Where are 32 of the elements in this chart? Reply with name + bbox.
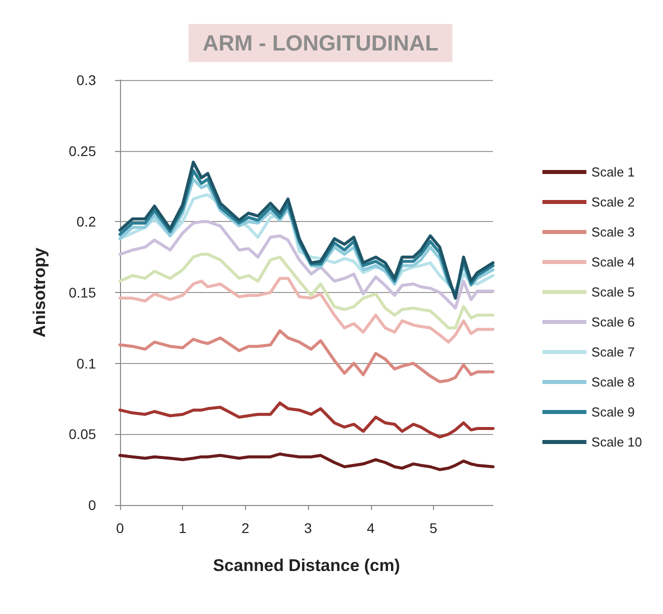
x-axis-title: Scanned Distance (cm) [212, 556, 400, 575]
y-tick-label: 0 [88, 497, 96, 513]
x-tick-label: 4 [366, 520, 375, 536]
y-tick-label: 0.25 [68, 142, 96, 159]
y-tick-label: 0.2 [76, 214, 96, 230]
x-tick-label: 0 [116, 520, 124, 536]
legend-label: Scale 1 [591, 164, 635, 180]
y-axis-title: Anisotropy [30, 247, 49, 338]
legend-label: Scale 5 [591, 284, 635, 300]
legend-label: Scale 10 [591, 434, 642, 450]
x-tick-label: 1 [178, 520, 187, 536]
x-tick-label: 3 [304, 520, 312, 536]
legend-label: Scale 3 [591, 224, 635, 240]
y-tick-label: 0.3 [76, 72, 96, 88]
x-tick-label: 2 [241, 520, 250, 536]
legend-label: Scale 8 [591, 374, 635, 390]
chart-title: ARM - LONGITUDINAL [202, 30, 438, 56]
line-series [118, 276, 494, 344]
legend-label: Scale 2 [591, 194, 635, 210]
legend-label: Scale 9 [591, 404, 635, 420]
y-tick-label: 0.15 [68, 284, 96, 300]
x-tick-label: 5 [430, 520, 438, 536]
legend-label: Scale 4 [591, 254, 635, 270]
line-series [118, 452, 494, 472]
y-tick-label: 0.05 [68, 426, 96, 442]
line-series [118, 220, 494, 310]
line-series [118, 329, 494, 384]
line-series [118, 252, 494, 330]
legend-label: Scale 7 [591, 344, 635, 360]
line-series [118, 402, 494, 438]
y-tick-label: 0.1 [76, 355, 96, 372]
legend-label: Scale 6 [591, 314, 635, 330]
